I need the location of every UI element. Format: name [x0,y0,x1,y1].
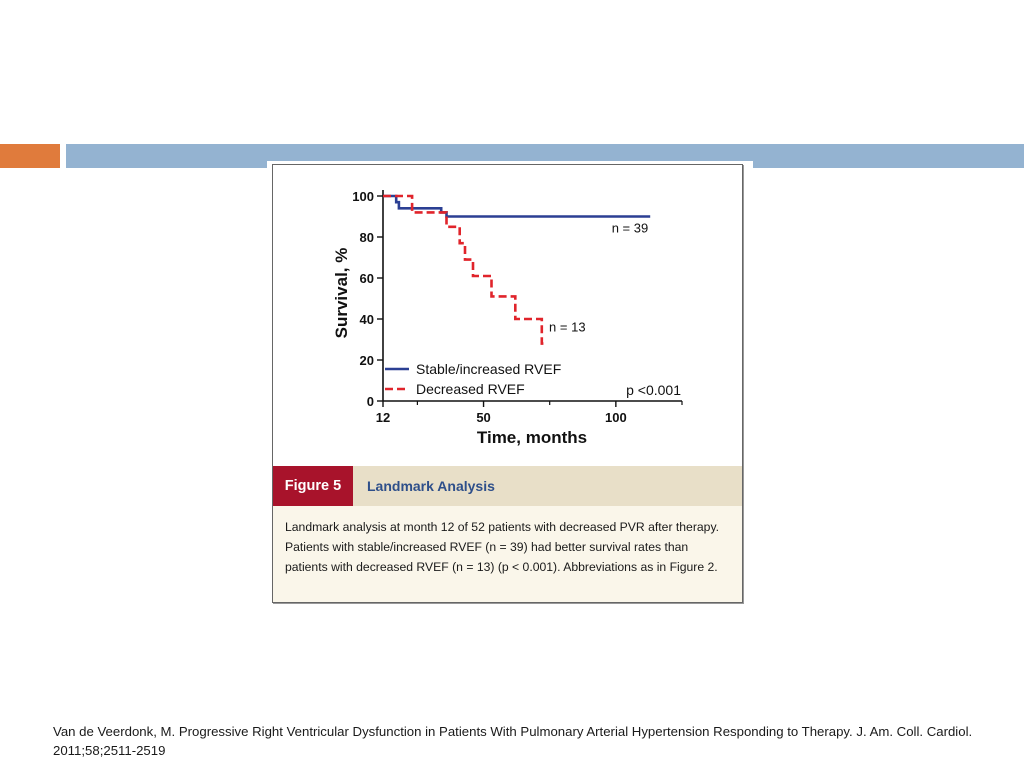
y-tick-label: 40 [360,312,374,327]
y-tick-label: 100 [352,189,374,204]
chart-legend: Stable/increased RVEF Decreased RVEF [385,361,561,397]
figure-header: Figure 5 Landmark Analysis [273,466,742,506]
chart-series: n = 39 n = 13 [383,194,651,345]
x-axis-label: Time, months [477,428,587,447]
figure-panel: 0 20 40 60 80 100 12 50 100 n = 39 n = 13 Stable/… [272,164,743,603]
series-line-decreased-rvef [383,194,548,345]
legend-label: Decreased RVEF [416,381,525,397]
figure-label: Figure 5 [273,466,353,506]
y-tick-label: 0 [367,394,374,409]
legend-label: Stable/increased RVEF [416,361,561,377]
x-tick-label: 100 [605,410,627,425]
p-value-annotation: p <0.001 [626,382,681,398]
series-end-label: n = 39 [612,221,649,236]
survival-chart: 0 20 40 60 80 100 12 50 100 n = 39 n = 13 Stable/… [332,189,683,447]
citation-text: Van de Veerdonk, M. Progressive Right Ve… [53,724,973,758]
series-line-stable-increased-rvef [383,194,651,218]
accent-bar-orange [0,144,60,168]
series-end-label: n = 13 [549,320,586,335]
y-tick-label: 80 [360,230,374,245]
chart-axes: 0 20 40 60 80 100 12 50 100 [352,189,683,425]
x-tick-label: 12 [376,410,390,425]
figure-title: Landmark Analysis [367,478,495,494]
y-tick-label: 20 [360,353,374,368]
y-axis-label: Survival, % [332,248,351,339]
x-tick-label: 50 [476,410,490,425]
figure-caption: Landmark analysis at month 12 of 52 pati… [273,506,742,602]
y-tick-label: 60 [360,271,374,286]
